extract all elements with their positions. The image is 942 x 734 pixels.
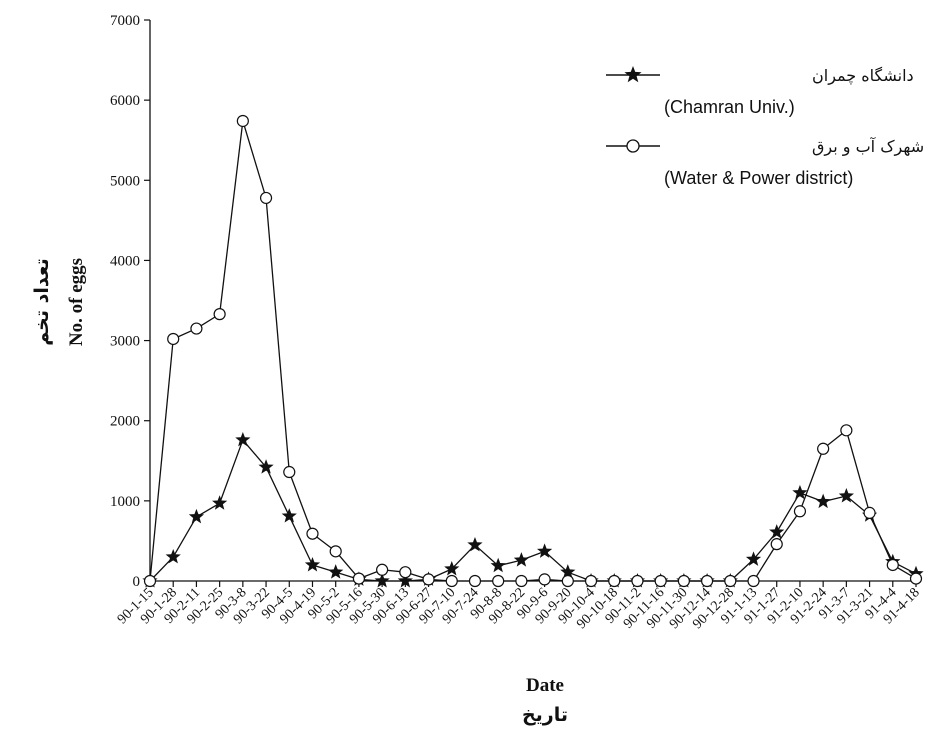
data-point-circle <box>724 574 737 588</box>
data-point-circle <box>515 574 528 588</box>
y-tick-label: 5000 <box>110 173 140 189</box>
chart-axes <box>149 20 916 582</box>
data-point-star <box>328 564 344 579</box>
legend-star-marker <box>624 66 642 83</box>
data-point-star <box>815 493 831 509</box>
data-point-circle <box>352 572 366 585</box>
data-point-star <box>304 556 321 572</box>
data-point-star <box>397 573 413 588</box>
data-point-circle <box>422 573 435 586</box>
series-layer <box>142 114 924 588</box>
y-axis-title-fa: تعداد تخم <box>31 258 53 345</box>
data-point-star <box>792 484 808 500</box>
data-point-circle <box>445 574 458 588</box>
data-point-circle <box>376 563 389 576</box>
y-tick-label: 1000 <box>110 494 140 510</box>
x-axis-ticks: 90-1-1590-1-2890-2-1190-2-2590-3-890-3-2… <box>115 581 923 632</box>
legend-label-water-power-en: (Water & Power district) <box>664 168 853 188</box>
data-point-circle <box>468 574 482 588</box>
y-tick-label: 7000 <box>110 13 140 29</box>
data-point-circle <box>886 558 899 572</box>
data-point-star <box>490 557 506 573</box>
data-point-circle <box>677 574 690 588</box>
legend-label-chamran-fa: دانشگاه چمران <box>812 66 914 86</box>
data-point-star <box>467 536 483 552</box>
data-point-star <box>374 573 390 588</box>
data-point-circle <box>538 573 551 586</box>
y-tick-label: 4000 <box>110 253 140 269</box>
data-point-star <box>212 495 228 510</box>
data-point-circle <box>817 442 830 455</box>
y-tick-label: 2000 <box>110 414 140 430</box>
data-point-circle <box>306 527 319 540</box>
data-point-circle <box>561 574 574 588</box>
data-point-star <box>258 459 274 474</box>
data-point-circle <box>863 506 876 519</box>
legend-label-water-power-fa: شهرک آب و برق <box>812 137 924 157</box>
legend-circle-marker <box>626 139 640 153</box>
data-point-star <box>838 488 854 503</box>
data-point-circle <box>190 322 203 335</box>
data-point-circle <box>909 572 923 585</box>
x-axis-title-fa: تاریخ <box>522 704 568 726</box>
data-point-circle <box>283 465 296 479</box>
data-point-star <box>444 560 460 576</box>
y-tick-label: 3000 <box>110 334 140 350</box>
data-point-star <box>235 431 251 447</box>
data-point-star <box>560 564 576 579</box>
data-point-circle <box>608 574 621 588</box>
y-axis-title: No. of eggs <box>66 258 87 346</box>
data-point-circle <box>793 505 807 518</box>
data-point-star <box>513 552 529 567</box>
legend: دانشگاه چمران (Chamran Univ.) شهرک آب و … <box>606 66 924 188</box>
x-axis-title: Date <box>526 675 564 696</box>
data-point-circle <box>747 574 760 588</box>
data-point-circle <box>492 574 505 588</box>
data-point-circle <box>329 545 342 558</box>
y-axis-ticks: 0 1000 2000 3000 4000 5000 6000 7000 <box>110 13 150 590</box>
data-point-circle <box>399 566 412 579</box>
data-point-star <box>769 524 785 539</box>
data-point-circle <box>840 424 853 437</box>
data-point-circle <box>584 574 598 588</box>
data-point-circle <box>143 574 157 588</box>
data-point-circle <box>631 574 644 588</box>
series-line-water-power <box>149 120 917 582</box>
data-point-star <box>745 551 762 566</box>
data-point-circle <box>654 574 667 588</box>
data-point-star <box>281 508 297 523</box>
series-line-chamran <box>149 439 917 582</box>
data-point-circle <box>236 114 249 128</box>
data-point-circle <box>213 308 226 321</box>
data-point-circle <box>770 538 783 551</box>
data-point-circle <box>167 332 180 346</box>
data-point-circle <box>700 574 714 588</box>
y-tick-label: 0 <box>133 574 141 590</box>
data-point-star <box>537 543 553 558</box>
data-point-circle <box>259 191 273 205</box>
data-point-star <box>188 508 205 524</box>
legend-label-chamran-en: (Chamran Univ.) <box>664 97 795 117</box>
data-point-star <box>165 548 181 564</box>
y-tick-label: 6000 <box>110 93 140 109</box>
